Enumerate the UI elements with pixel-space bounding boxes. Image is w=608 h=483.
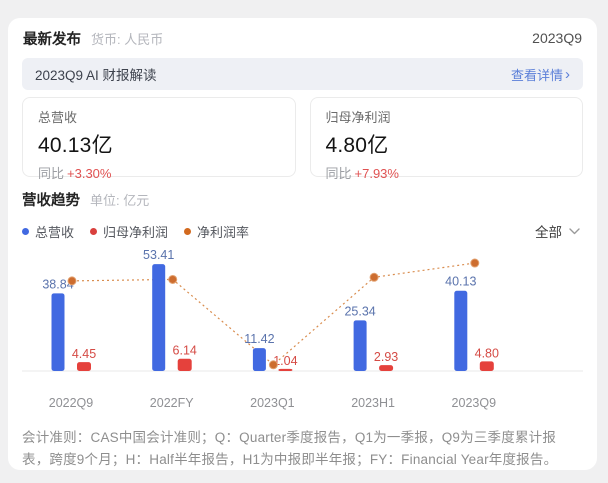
legend-label: 归母净利润 bbox=[103, 224, 169, 240]
svg-text:4.45: 4.45 bbox=[72, 347, 96, 361]
kpi-card-revenue: 总营收 40.13亿 同比 +3.30% bbox=[22, 97, 296, 181]
chart-section-header: 营收趋势 单位: 亿元 bbox=[22, 189, 583, 210]
banner-text: 2023Q9 AI 财报解读 bbox=[35, 68, 157, 83]
svg-text:2022Q9: 2022Q9 bbox=[49, 396, 94, 410]
footnote: 会计准则：CAS中国会计准则；Q：Quarter季度报告，Q1为一季报，Q9为三… bbox=[22, 430, 558, 467]
chevron-right-icon: › bbox=[565, 65, 570, 83]
currency-label: 货币: 人民币 bbox=[91, 31, 164, 47]
ai-report-banner[interactable]: 2023Q9 AI 财报解读 查看详情 › bbox=[22, 58, 583, 90]
legend-dot-icon bbox=[22, 227, 29, 235]
yoy-value: +3.30% bbox=[67, 166, 112, 181]
chart-legend: 总营收 归母净利润 净利润率 bbox=[22, 222, 249, 241]
kpi-yoy: 同比 +7.93% bbox=[325, 166, 399, 181]
header: 最新发布 货币: 人民币 2023Q9 bbox=[22, 27, 583, 49]
kpi-card-net-profit: 归母净利润 4.80亿 同比 +7.93% bbox=[309, 97, 583, 181]
kpi-value: 4.80亿 bbox=[325, 134, 389, 157]
svg-text:2.93: 2.93 bbox=[374, 350, 398, 364]
legend-item-0[interactable]: 总营收 bbox=[22, 222, 74, 241]
yoy-value: +7.93% bbox=[354, 166, 399, 181]
svg-text:53.41: 53.41 bbox=[143, 248, 174, 262]
chart-section-title: 营收趋势 bbox=[22, 193, 80, 209]
svg-text:6.14: 6.14 bbox=[173, 344, 197, 358]
chart-unit-label: 单位: 亿元 bbox=[90, 193, 150, 208]
svg-text:11.42: 11.42 bbox=[244, 332, 274, 346]
legend-item-1[interactable]: 归母净利润 bbox=[90, 222, 168, 241]
latest-release-title: 最新发布 bbox=[23, 31, 81, 48]
svg-text:2023Q9: 2023Q9 bbox=[452, 396, 497, 410]
filter-dropdown[interactable]: 全部 bbox=[535, 221, 583, 241]
period-label: 2023Q9 bbox=[532, 30, 582, 46]
chart-wrap: 38.84 4.45 2022Q9 53.41 6.14 2022FY 11.42 1.04 2… bbox=[22, 248, 583, 421]
kpi-label: 归母净利润 bbox=[325, 110, 391, 125]
view-details-label: 查看详情 bbox=[510, 67, 563, 83]
legend-label: 总营收 bbox=[35, 224, 75, 240]
svg-text:2022FY: 2022FY bbox=[150, 396, 194, 410]
svg-text:4.80: 4.80 bbox=[475, 346, 499, 360]
legend-row: 总营收 归母净利润 净利润率 全部 bbox=[22, 221, 583, 241]
svg-text:38.84: 38.84 bbox=[42, 277, 73, 291]
kpi-value: 40.13亿 bbox=[38, 134, 113, 157]
svg-text:1.04: 1.04 bbox=[273, 354, 297, 368]
revenue-trend-chart[interactable]: 38.84 4.45 2022Q9 53.41 6.14 2022FY 11.42 1.04 2… bbox=[22, 248, 583, 416]
chevron-down-icon bbox=[569, 227, 580, 234]
svg-text:40.13: 40.13 bbox=[445, 275, 476, 289]
svg-text:2023H1: 2023H1 bbox=[351, 396, 395, 410]
legend-dot-icon bbox=[184, 227, 192, 235]
svg-text:25.34: 25.34 bbox=[344, 304, 375, 318]
report-card: 最新发布 货币: 人民币 2023Q9 2023Q9 AI 财报解读 查看详情 … bbox=[8, 18, 597, 470]
svg-text:2023Q1: 2023Q1 bbox=[250, 396, 295, 410]
legend-item-2[interactable]: 净利润率 bbox=[184, 222, 249, 241]
kpi-row: 总营收 40.13亿 同比 +3.30% 归母净利润 4.80亿 同比 +7.93% bbox=[22, 97, 583, 181]
kpi-label: 总营收 bbox=[38, 110, 78, 125]
legend-label: 净利润率 bbox=[197, 224, 250, 240]
kpi-yoy: 同比 +3.30% bbox=[38, 166, 112, 181]
filter-label: 全部 bbox=[535, 225, 562, 240]
legend-dot-icon bbox=[90, 227, 98, 235]
view-details-link[interactable]: 查看详情 › bbox=[511, 65, 570, 84]
